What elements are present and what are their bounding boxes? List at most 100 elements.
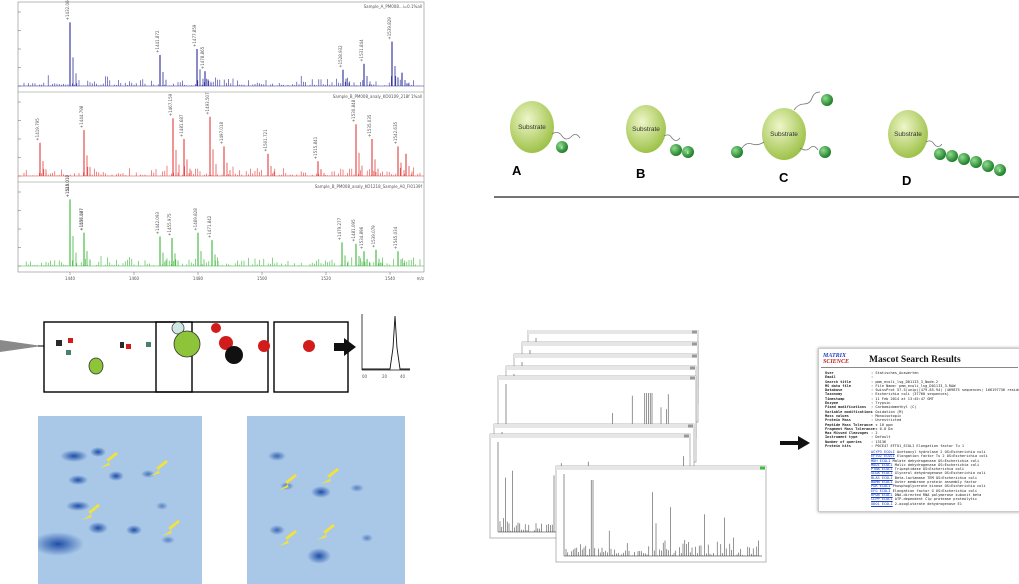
mascot-hit-link[interactable]: EFG ECOLI Elongation factor G OS=Escheri… [871,488,978,493]
peak-label: +1545.034 [393,226,398,249]
peak-label: +1437.087 [79,208,84,231]
injection-cone [0,340,42,352]
spectrum-window-8 [555,465,767,563]
mascot-hit-link[interactable]: ODO1 ECOLI 2-oxoglutarate dehydrogenase … [871,501,962,506]
peak-label: +1432.0665 [65,0,70,20]
box-3 [273,321,349,393]
mascot-hit-link[interactable]: PGK ECOLI Phosphoglycerate kinase OS=Esc… [871,484,986,489]
mascot-field-key: Fixed modifications [825,405,867,410]
substrate-b-bead-letter: E [687,150,690,155]
substrate-label-a: A [512,163,522,178]
mascot-field-value: : Monoisotopic [871,413,902,418]
mascot-field-key: Protein hits [825,444,851,449]
mascot-field-value: : File Name: pmm_ecoli_lsg_D011I3_3.RAW [871,383,956,388]
peak-label: +1530.848 [351,99,356,122]
mascot-field-row: Database: SwissProt 57.5(unip)(479.85.94… [825,388,1019,392]
substrate-a: Substrate E [510,101,581,153]
mascot-field-row: Protein hits: P0CE47 EFTU1_ECOLI Elongat… [825,444,1019,448]
mascot-field-value: : ± 0.8 Da [871,426,893,431]
mascot-field-row: Variable modifications: Oxidation (M) [825,410,1019,414]
mascot-field-value: : Escherichia coli (37760 sequences) [871,392,949,397]
mascot-field-row: User: Statisches_Auswerten [825,371,1019,375]
mascot-hit-link[interactable]: GLDA ECOLI Glycerol dehydrogenase OS=Esc… [871,471,986,476]
substrate-d: Substrate E [888,110,1006,176]
peak-label: +1493.507 [205,92,210,115]
peak-label: +1441.872 [155,30,160,53]
separation-diagram: 00 20 40 [0,308,440,396]
mascot-field-row: Instrument type: Default [825,435,1019,439]
stacked-spectra-figure [489,329,767,563]
peak-label: +1442.093 [155,212,160,235]
mascot-field-value: : Default [871,435,891,440]
mascot-hit-link[interactable]: MDH ECOLI Malate dehydrogenase OS=Escher… [871,458,980,463]
peak-label: +1556.107 [79,208,84,231]
mascot-hit-link[interactable]: PTNA ECOLI Tripeptidase OS=Escherichia c… [871,467,965,472]
gel-image-1 [38,416,202,584]
arrow-right-icon [334,338,356,356]
svg-text:20: 20 [382,374,388,379]
peak-label: +1534.896 [359,226,364,249]
x-axis-unit: m/z [417,276,424,281]
svg-text:00: 00 [362,374,368,379]
mascot-hit-link[interactable]: RPOB ECOLI DNA-directed RNA polymerase s… [871,492,982,497]
mascot-field-value: : Trypsin [871,401,891,406]
mass-spectra-panel: +1432.0665 +1441.872 +1477.859 +1478.865 +15… [0,0,430,292]
peak-label: +1515.841 [313,136,318,159]
peak-label: +1471.842 [207,215,212,238]
substrate-d-bead-1 [934,148,946,160]
peak-label: +1481.687 [179,114,184,137]
substrate-b: Substrate E [626,105,694,158]
mascot-field-value: : Unrestricted [871,418,902,423]
peak-label: +1539.829 [387,17,392,40]
x-tick-label: 1500 [257,276,268,281]
substrate-d-text: Substrate [894,131,922,138]
substrate-diagram-figure: Substrate E A Substrate E B Substrate [494,91,1019,198]
mascot-field-key: Max Missed Cleavages [825,431,869,436]
mascot-field-key: Timestamp [825,396,845,401]
mascot-hit-link[interactable]: BLAS ECOLI Beta-lactamase TEM OS=Escheri… [871,475,978,480]
peak-label: +1444.798 [79,105,84,128]
mascot-field-key: Taxonomy [825,392,843,397]
mascot-field-value: : Statisches_Auswerten [871,371,919,375]
mascot-field-row: Mass values: Monoisotopic [825,414,1019,418]
mascot-hit-link[interactable]: CLPP ECOLI ATP-dependent Clp protease pr… [871,497,978,502]
mascot-field-key: Database [825,388,843,393]
mascot-field-row: Enzyme : Trypsin [825,401,1019,405]
substrate-c: Substrate [731,91,833,160]
peak-label: +1481.095 [351,219,356,242]
arrow-right-icon [780,436,810,450]
substrate-diagram: Substrate E A Substrate E B Substrate [494,82,1019,200]
mascot-field-key: Email [825,375,836,380]
mascot-hit-link[interactable]: MAO1 ECOLI Malic dehydrogenase OS=Escher… [871,462,980,467]
box-2 [155,321,269,393]
mascot-hit-link[interactable]: ACYP3 ECOLI Acetoacyl hydrolase 2 OS=Esc… [871,450,986,454]
mascot-field-row: Timestamp: 11 Feb 2014 at 13:45:47 GMT [825,397,1019,401]
peak-label: +1528.932 [338,45,343,68]
substrate-label-b: B [636,166,645,181]
mascot-hit-link[interactable]: EFTU2 ECOLI Elongation factor Tu 2 OS=Es… [871,454,988,459]
peak-label: +1419.795 [35,118,40,141]
peak-label: +1501.721 [263,129,268,152]
mascot-field-key: Search title [825,379,851,384]
mascot-field-key: Variable modifications [825,409,873,414]
svg-text:40: 40 [400,374,406,379]
x-tick-label: 1460 [129,276,140,281]
substrate-d-bead-letter: E [999,168,1002,173]
substrate-d-bead-4 [970,156,982,168]
peak-label: +1539.079 [371,225,376,248]
peak-label: +1425.010 [65,175,70,198]
peak-label: +1467.159 [168,93,173,116]
stacked-spectra [488,329,773,564]
mascot-field-key: Enzyme [825,401,838,406]
box-1 [43,321,193,393]
x-tick-label: 1540 [385,276,396,281]
substrate-c-bead-2 [731,146,743,158]
mascot-hit-link[interactable]: BAMB ECOLI Outer membrane protein assemb… [871,480,978,485]
mascot-field-key: Fragment Mass Tolerance [825,426,875,431]
substrate-d-bead-5 [982,160,994,172]
mascot-field-row: Number of queries: 13136 [825,440,1019,444]
x-tick-label: 1440 [65,276,76,281]
brand-line-1: MATRIX [823,353,847,359]
mascot-field-row: Fragment Mass Tolerance: ± 0.8 Da [825,427,1019,431]
peak-label: +1497.018 [219,122,224,145]
